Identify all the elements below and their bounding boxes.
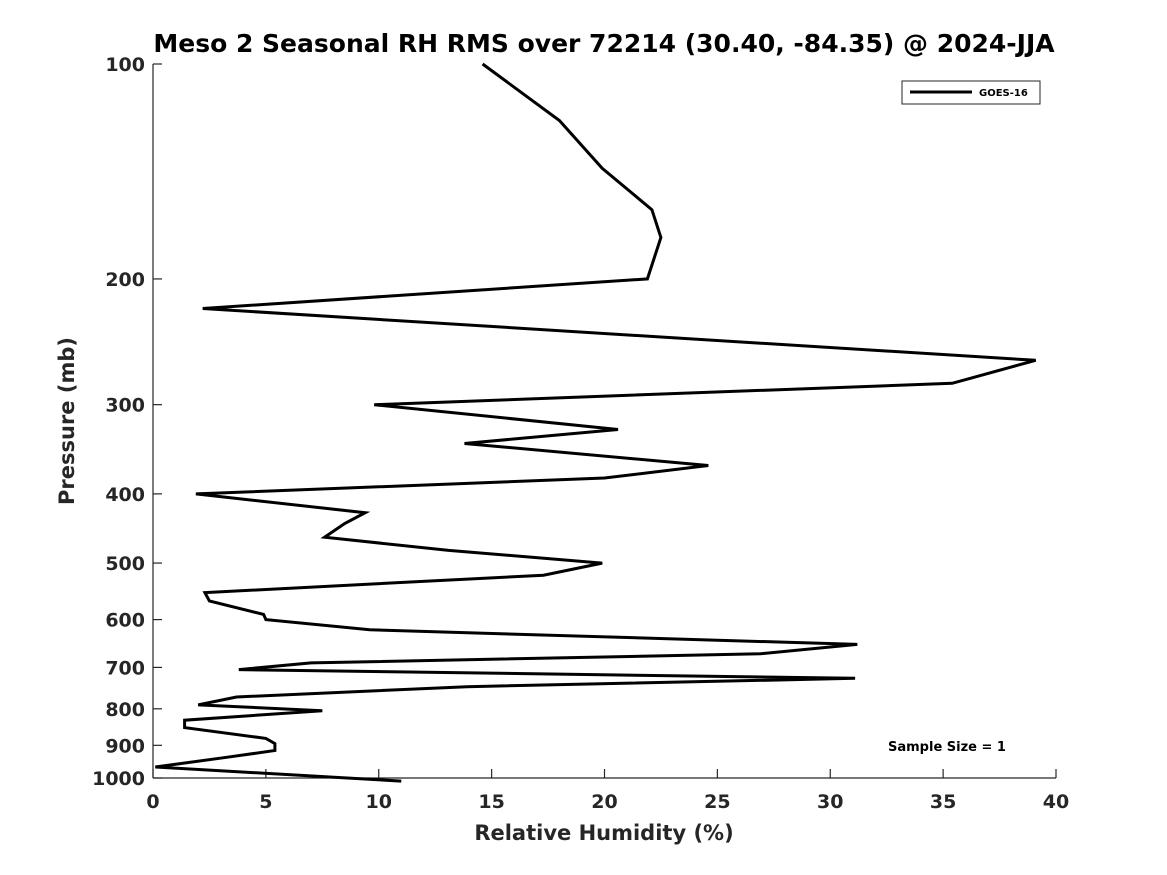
y-tick-label: 100 — [105, 54, 145, 76]
y-tick-label: 1000 — [92, 768, 145, 790]
legend-entry-goes-16: GOES-16 — [979, 88, 1028, 99]
y-tick-label: 300 — [105, 395, 145, 417]
x-tick-label: 30 — [817, 791, 843, 813]
x-axis-ticks: 0 5 10 15 20 25 30 35 40 — [146, 769, 1069, 813]
x-tick-label: 5 — [259, 791, 272, 813]
y-axis-label: Pressure (mb) — [55, 337, 79, 505]
y-tick-label: 400 — [105, 484, 145, 506]
x-axis-label: Relative Humidity (%) — [474, 821, 733, 845]
x-tick-label: 15 — [478, 791, 504, 813]
y-tick-label: 800 — [105, 699, 145, 721]
legend: GOES-16 — [901, 80, 1041, 105]
x-tick-label: 35 — [930, 791, 956, 813]
y-tick-label: 900 — [105, 735, 145, 757]
x-tick-label: 20 — [591, 791, 617, 813]
y-axis-ticks: 100 200 300 400 500 600 700 800 900 1000 — [92, 54, 162, 790]
y-tick-label: 500 — [105, 553, 145, 575]
chart-title: Meso 2 Seasonal RH RMS over 72214 (30.40… — [153, 29, 1055, 58]
plot-area: 0 5 10 15 20 25 30 35 40 100 200 300 400 500 600 700 80… — [92, 54, 1069, 813]
series-layer — [155, 62, 1037, 783]
x-tick-label: 0 — [146, 791, 159, 813]
x-tick-label: 10 — [366, 791, 392, 813]
series-line-goes-16 — [155, 62, 1037, 783]
y-tick-label: 600 — [105, 610, 145, 632]
y-tick-label: 200 — [105, 269, 145, 291]
sample-size-annotation: Sample Size = 1 — [888, 740, 1006, 755]
x-tick-label: 40 — [1043, 791, 1069, 813]
y-tick-label: 700 — [105, 657, 145, 679]
x-tick-label: 25 — [704, 791, 730, 813]
